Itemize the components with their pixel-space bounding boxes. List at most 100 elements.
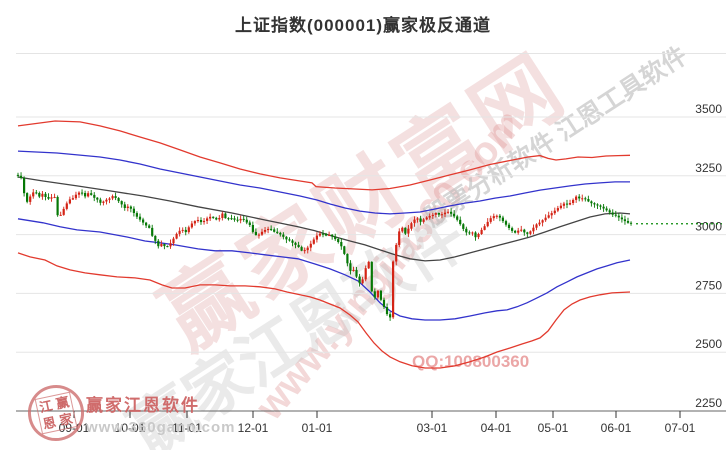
candle-body xyxy=(614,214,617,216)
candle-body xyxy=(163,244,166,247)
candle-body xyxy=(172,238,175,244)
candle-body xyxy=(370,261,373,292)
candle-body xyxy=(605,208,608,211)
candle-body xyxy=(297,244,300,247)
candle-body xyxy=(431,214,434,217)
candle-body xyxy=(306,247,309,251)
candle-body xyxy=(334,236,337,240)
candle-body xyxy=(446,211,450,213)
y-axis-label: 2750 xyxy=(695,278,722,292)
candle-body xyxy=(16,174,20,176)
candle-body xyxy=(578,196,581,199)
candle-body xyxy=(498,215,501,218)
candle-body xyxy=(29,196,32,202)
candle-body xyxy=(416,218,419,220)
candle-body xyxy=(471,232,474,234)
channel-line-lower-red xyxy=(17,252,631,369)
x-axis-label: 04-01 xyxy=(481,421,512,435)
candle-body xyxy=(318,233,321,236)
candle-body xyxy=(221,213,224,218)
candle-body xyxy=(62,208,65,215)
candle-body xyxy=(367,261,370,269)
candle-body xyxy=(65,203,68,209)
candle-body xyxy=(199,220,203,223)
candle-body xyxy=(480,229,483,234)
candle-body xyxy=(53,197,56,198)
candle-body xyxy=(328,234,331,236)
candle-body xyxy=(419,218,422,222)
candle-body xyxy=(532,227,535,232)
candle-body xyxy=(138,216,142,220)
candle-body xyxy=(575,196,578,200)
candle-body xyxy=(32,192,35,197)
candle-body xyxy=(602,206,605,209)
candle-body xyxy=(84,193,87,197)
candle-body xyxy=(483,226,486,230)
candle-body xyxy=(568,203,572,205)
candle-body xyxy=(434,213,437,215)
candle-body xyxy=(492,216,495,219)
y-axis-label: 3250 xyxy=(695,161,722,175)
candle-body xyxy=(129,206,132,209)
candle-body xyxy=(590,201,593,204)
candle-body xyxy=(227,218,230,220)
candle-body xyxy=(251,225,254,232)
candle-body xyxy=(282,234,285,237)
candle-body xyxy=(517,230,520,233)
candle-body xyxy=(556,208,559,211)
x-axis-label: 10-01 xyxy=(115,421,146,435)
candle-body xyxy=(59,214,62,216)
y-axis-label: 2250 xyxy=(695,396,722,410)
candle-body xyxy=(105,199,108,202)
candle-body xyxy=(236,219,239,221)
candle-body xyxy=(175,233,178,239)
candle-body xyxy=(507,224,511,228)
candle-body xyxy=(382,299,386,307)
candle-body xyxy=(501,217,504,222)
footer-site-url: www.360gann.com xyxy=(86,419,236,436)
candle-body xyxy=(151,227,154,236)
candle-body xyxy=(209,216,212,219)
candle-body xyxy=(425,217,428,220)
candle-body xyxy=(260,231,264,235)
candle-body xyxy=(389,314,392,318)
candle-body xyxy=(157,240,160,247)
candle-body xyxy=(56,197,59,216)
seal-char: 江 xyxy=(37,397,54,416)
candle-body xyxy=(343,246,346,254)
x-axis-label: 01-01 xyxy=(302,421,333,435)
candle-body xyxy=(355,269,358,277)
candle-body xyxy=(511,228,514,231)
candle-body xyxy=(190,223,193,228)
candle-body xyxy=(245,219,248,223)
candle-body xyxy=(276,231,279,233)
candle-body xyxy=(520,229,523,231)
candle-body xyxy=(117,198,120,202)
candle-body xyxy=(593,203,596,205)
candle-body xyxy=(346,253,349,264)
candle-body xyxy=(538,222,541,225)
title-divider xyxy=(16,53,726,54)
y-axis-label: 3500 xyxy=(695,102,722,116)
candle-body xyxy=(254,231,257,236)
candle-body xyxy=(77,192,81,195)
candle-body xyxy=(401,227,404,232)
candle-body xyxy=(312,239,315,244)
candle-body xyxy=(422,219,425,222)
candle-body xyxy=(187,227,190,233)
candle-body xyxy=(373,291,376,298)
candle-body xyxy=(102,201,105,203)
seal-char: 恩 xyxy=(41,414,58,432)
candle-body xyxy=(178,230,181,234)
candle-body xyxy=(324,233,328,236)
candle-body xyxy=(413,219,416,224)
candle-body xyxy=(562,203,565,206)
candle-body xyxy=(44,193,47,197)
candle-body xyxy=(315,235,318,240)
candle-body xyxy=(474,232,477,238)
candle-body xyxy=(19,175,23,178)
candle-body xyxy=(160,244,163,247)
candle-body xyxy=(364,268,367,280)
candle-body xyxy=(459,219,462,225)
candle-body xyxy=(572,199,575,203)
